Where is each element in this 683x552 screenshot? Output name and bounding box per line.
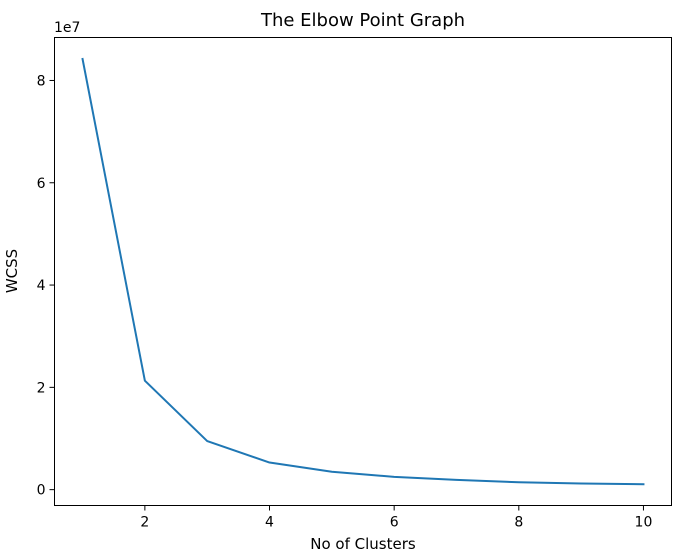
y-axis-label: WCSS: [3, 249, 21, 293]
y-tick-label: 4: [37, 278, 46, 294]
x-tick-label: 4: [265, 515, 274, 531]
y-tick-label: 0: [37, 483, 46, 499]
ticks-layer: 2 4 6 8 10 0 2 4 6 8: [37, 73, 653, 530]
x-tick-label: 8: [514, 515, 523, 531]
y-tick-label: 2: [37, 380, 46, 396]
y-tick-label: 8: [37, 73, 46, 89]
plot-frame: [54, 37, 672, 506]
y-tick-label: 6: [37, 176, 46, 192]
x-axis-label: No of Clusters: [310, 535, 416, 552]
x-tick-label: 6: [390, 515, 399, 531]
x-tick-label: 2: [140, 515, 149, 531]
y-axis-offset-label: 1e7: [54, 20, 80, 36]
series-line: [81, 57, 645, 486]
x-tick-label: 10: [635, 515, 653, 531]
chart-title: The Elbow Point Graph: [260, 10, 465, 31]
series-layer: [81, 57, 645, 486]
